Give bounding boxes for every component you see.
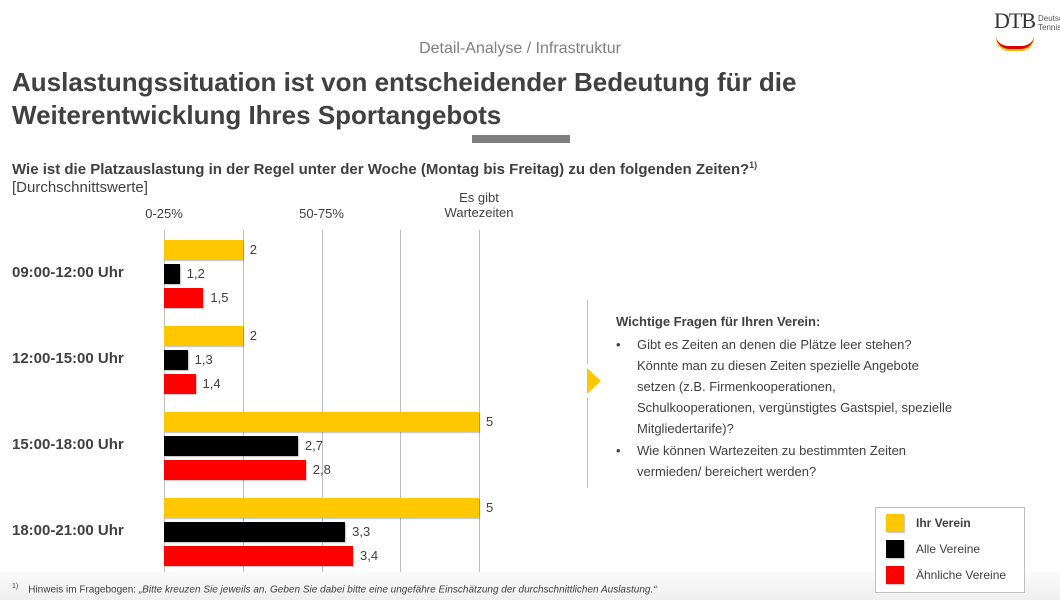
bar-alle-vereine xyxy=(164,522,346,542)
title-line-1: Auslastungssituation ist von entscheiden… xyxy=(12,67,797,97)
category-label: 15:00-18:00 Uhr xyxy=(12,436,124,453)
data-label: 2 xyxy=(249,242,257,257)
gridline xyxy=(400,230,401,572)
category-label: 18:00-21:00 Uhr xyxy=(12,522,124,539)
footnote: 1) Hinweis im Fragebogen: „Bitte kreuzen … xyxy=(12,583,657,596)
bar--hnliche-vereine xyxy=(164,374,196,394)
bar-ihr-verein xyxy=(164,326,243,346)
logo-arc-icon xyxy=(996,36,1034,49)
data-label: 1,2 xyxy=(186,266,205,281)
axis-label-line: Es gibt xyxy=(459,190,499,205)
section-subtitle: Detail-Analyse / Infrastruktur xyxy=(419,40,621,57)
question-bullet: • Wie können Wartezeiten zu bestimmten Z… xyxy=(616,443,907,479)
axis-label: 50-75% xyxy=(299,206,344,221)
data-label: 1,3 xyxy=(194,352,213,367)
chart-note: [Durchschnittswerte] xyxy=(12,179,148,196)
arrow-right-icon xyxy=(587,368,601,394)
gridline xyxy=(322,230,323,572)
bar-alle-vereine xyxy=(164,264,180,284)
chart-question: Wie ist die Platzauslastung in der Regel… xyxy=(12,160,758,178)
bar-alle-vereine xyxy=(164,350,188,370)
bar-ihr-verein xyxy=(164,498,479,518)
data-label: 2 xyxy=(249,328,257,343)
category-label: 09:00-12:00 Uhr xyxy=(12,264,124,281)
questions-title: Wichtige Fragen für Ihren Verein: xyxy=(616,314,821,329)
side-divider xyxy=(587,300,588,364)
legend-swatch xyxy=(886,514,904,532)
category-label: 12:00-15:00 Uhr xyxy=(12,350,124,367)
page-title: Auslastungssituation ist von entscheiden… xyxy=(12,66,912,132)
title-accent-bar xyxy=(472,135,570,143)
legend-swatch xyxy=(886,540,904,558)
logo-mark: DTB xyxy=(994,8,1036,33)
gridline xyxy=(164,230,165,572)
gridline xyxy=(479,230,480,572)
data-label: 3,3 xyxy=(352,524,371,539)
bar--hnliche-vereine xyxy=(164,460,306,480)
bar--hnliche-vereine xyxy=(164,546,353,566)
bar-ihr-verein xyxy=(164,412,479,432)
axis-label: 0-25% xyxy=(145,206,183,221)
axis-label: Es gibt Wartezeiten xyxy=(424,190,534,220)
gridline xyxy=(243,230,244,572)
data-label: 3,4 xyxy=(360,548,379,563)
bar--hnliche-vereine xyxy=(164,288,204,308)
dtb-logo: DTB DeutschTennis B xyxy=(994,8,1060,49)
data-label: 5 xyxy=(486,414,494,429)
logo-text: DeutschTennis B xyxy=(1038,14,1060,32)
data-label: 2,7 xyxy=(304,438,323,453)
title-line-2: Weiterentwicklung Ihres Sportangebots xyxy=(12,100,502,130)
data-label: 2,8 xyxy=(312,462,331,477)
footnote-mark: 1) xyxy=(749,160,758,170)
chart-legend: Ihr Verein Alle Vereine Ähnliche Vereine xyxy=(875,507,1025,593)
question-bullet: • Gibt es Zeiten an denen die Plätze lee… xyxy=(616,337,953,436)
axis-label-line: Wartezeiten xyxy=(444,205,514,220)
bar-ihr-verein xyxy=(164,240,243,260)
bar-alle-vereine xyxy=(164,436,298,456)
side-divider xyxy=(587,398,588,488)
legend-swatch xyxy=(886,566,904,584)
data-label: 5 xyxy=(486,500,494,515)
data-label: 1,5 xyxy=(210,290,229,305)
data-label: 1,4 xyxy=(202,376,221,391)
